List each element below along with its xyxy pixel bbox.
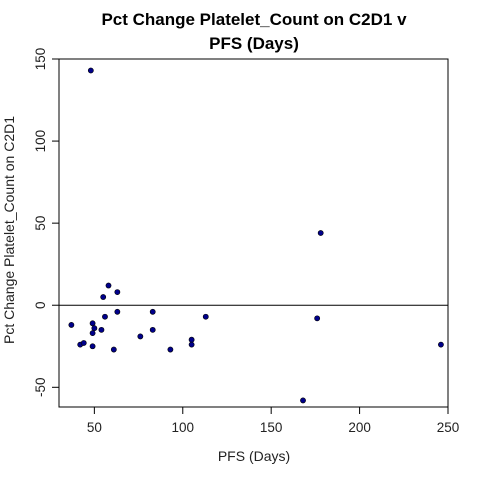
chart-title-line-1: Pct Change Platelet_Count on C2D1 v <box>101 10 407 29</box>
data-point <box>89 330 96 337</box>
data-points <box>68 67 444 404</box>
data-point <box>317 230 324 236</box>
y-axis: -50 0 50 100 150 <box>33 48 60 398</box>
data-point <box>91 325 98 332</box>
data-point <box>100 294 107 300</box>
x-tick-label: 100 <box>172 420 195 435</box>
x-tick-label: 250 <box>437 420 460 435</box>
x-axis-label: PFS (Days) <box>218 448 290 464</box>
data-point <box>110 346 117 353</box>
data-point <box>149 308 156 315</box>
chart-title-line-2: PFS (Days) <box>209 34 299 53</box>
x-tick-label: 200 <box>348 420 371 435</box>
data-point <box>68 322 75 328</box>
data-point <box>105 282 112 289</box>
data-point <box>114 289 121 295</box>
x-tick-label: 150 <box>260 420 283 435</box>
data-point <box>114 308 121 315</box>
data-point <box>202 313 209 320</box>
data-point <box>137 333 144 340</box>
x-tick-label: 50 <box>87 420 102 435</box>
data-point <box>98 326 105 333</box>
data-point <box>102 313 108 320</box>
y-tick-label: 0 <box>33 301 48 309</box>
y-tick-label: 100 <box>33 130 48 153</box>
data-point <box>80 340 87 346</box>
data-point <box>300 397 306 404</box>
data-point <box>188 341 195 348</box>
data-point <box>438 341 444 348</box>
data-point <box>89 343 96 350</box>
data-point <box>89 320 96 327</box>
y-tick-label: -50 <box>33 378 48 398</box>
plot-frame <box>58 58 449 408</box>
data-point <box>149 326 156 333</box>
y-tick-label: 50 <box>33 216 48 231</box>
data-point <box>167 346 174 353</box>
y-tick-label: 150 <box>33 48 48 71</box>
data-point <box>314 315 321 322</box>
y-axis-label: Pct Change Platelet_Count on C2D1 <box>1 116 17 344</box>
data-point <box>87 67 94 74</box>
x-axis: 50 100 150 200 250 <box>87 406 460 435</box>
data-point <box>188 336 195 343</box>
